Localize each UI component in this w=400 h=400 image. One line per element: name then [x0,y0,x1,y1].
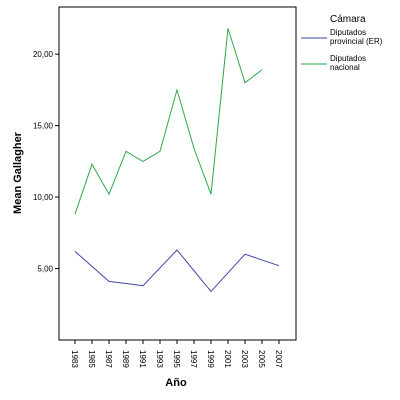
x-tick-label: 2007 [274,350,283,368]
legend-title: Cámara [330,14,366,25]
x-tick-label: 1985 [87,350,96,368]
x-axis-title: Año [165,377,187,389]
plot-area [58,6,297,341]
series-line-1 [74,249,280,293]
legend: Cámara Diputados provincial (ER) Diputados… [301,14,383,72]
legend-label-2: Diputados nacional [330,54,366,72]
x-tick-label: 1997 [189,350,198,368]
x-tick-label: 1993 [155,350,164,368]
y-axis: 5,00 10,00 15,00 20,00 [33,50,59,274]
x-tick-label: 1989 [121,350,130,368]
y-tick-label: 20,00 [33,50,54,59]
x-tick-label: 1991 [138,350,147,368]
x-tick-label: 1999 [206,350,215,368]
x-tick-label: 1983 [70,350,79,368]
x-tick-label: 2005 [257,350,266,368]
x-tick-label: 2003 [240,350,249,368]
x-tick-label: 2001 [223,350,232,368]
y-axis-title: Mean Gallagher [12,131,24,214]
legend-label-1: Diputados provincial (ER) [330,28,383,46]
y-tick-label: 15,00 [33,122,54,131]
x-axis: 1983 1985 1987 1989 1991 1993 1995 1997 1999 2001… [70,340,283,368]
y-tick-label: 5,00 [37,265,53,274]
x-tick-label: 1987 [104,350,113,368]
series-lines [74,28,280,293]
x-tick-label: 1995 [172,350,181,368]
series-line-2 [74,28,263,215]
y-tick-label: 10,00 [33,193,54,202]
